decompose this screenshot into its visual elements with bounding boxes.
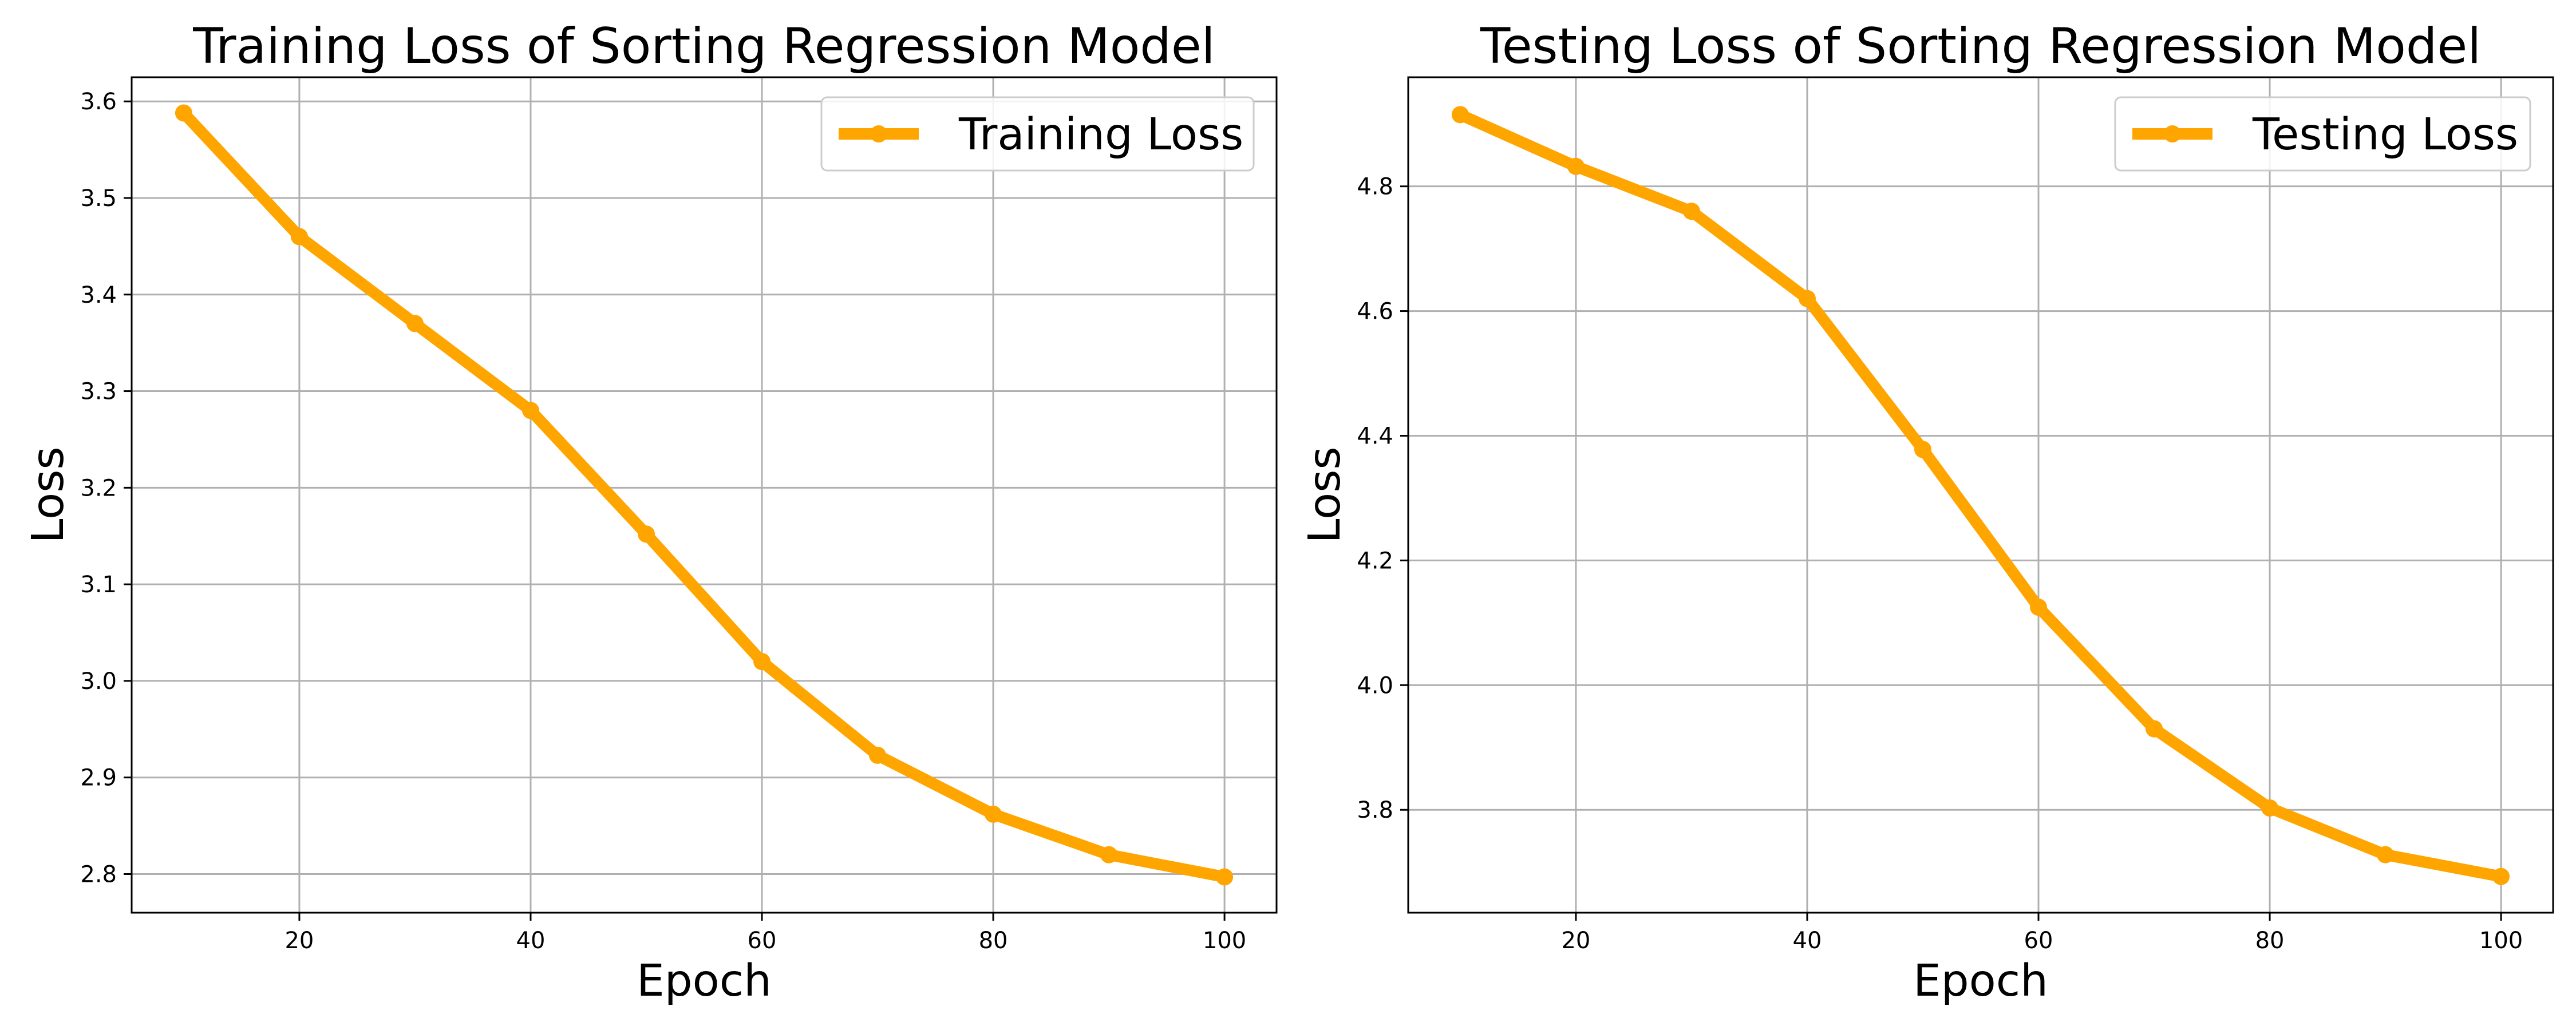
- y-tick-label: 2.9: [80, 765, 117, 791]
- data-point: [753, 653, 771, 671]
- plot-frame: [1407, 76, 2554, 914]
- x-axis-label: Epoch: [637, 956, 772, 1007]
- y-tick-label: 2.8: [80, 861, 117, 888]
- y-tick-label: 3.5: [80, 185, 117, 212]
- legend-box: [820, 96, 1255, 172]
- data-point: [1567, 157, 1585, 175]
- y-tick-label: 3.0: [80, 668, 117, 695]
- data-point: [985, 805, 1002, 823]
- data-point: [1798, 290, 1816, 307]
- x-tick-label: 40: [516, 928, 546, 954]
- legend-label: Testing Loss: [2252, 109, 2518, 160]
- y-tick-label: 3.2: [80, 475, 117, 501]
- legend-label: Training Loss: [958, 109, 1243, 160]
- x-tick-label: 60: [748, 928, 777, 954]
- series-line: [177, 107, 1231, 883]
- data-point: [1100, 846, 1118, 863]
- data-point: [1216, 868, 1234, 886]
- y-tick-label: 4.6: [1357, 299, 1393, 325]
- data-point: [2146, 720, 2163, 738]
- data-point: [2261, 799, 2279, 817]
- x-tick-label: 60: [2024, 928, 2053, 954]
- x-tick-label: 20: [285, 928, 314, 954]
- chart-panel-1: 20 40 60 80 100 2.8 2.9 3.0 3.1 3.2 3.3 3.4 3.5 3.6 Tr…: [23, 18, 1278, 1007]
- y-tick-label: 4.8: [1357, 174, 1393, 200]
- data-point: [175, 104, 192, 122]
- y-tick-label: 3.6: [80, 89, 117, 115]
- data-point: [2377, 846, 2395, 863]
- chart-panel-2: 20 40 60 80 100 3.8 4.0 4.2 4.4 4.6 4.8 Testing Los…: [1299, 18, 2554, 1007]
- y-tick-label: 4.0: [1357, 672, 1393, 699]
- data-point: [406, 315, 424, 332]
- y-tick-label: 3.8: [1357, 797, 1393, 823]
- x-tick-label: 100: [2479, 928, 2523, 954]
- data-point: [1914, 441, 1931, 458]
- data-point: [1451, 106, 1469, 124]
- x-tick-label: 100: [1203, 928, 1246, 954]
- y-tick-label: 4.4: [1357, 423, 1393, 449]
- data-point: [1682, 203, 1700, 220]
- data-point: [290, 228, 308, 245]
- series-line: [1454, 109, 2507, 882]
- x-tick-label: 80: [2255, 928, 2285, 954]
- legend: Testing Loss: [2114, 96, 2531, 172]
- y-tick-label: 3.1: [80, 572, 117, 598]
- data-point: [2492, 867, 2510, 885]
- x-tick-label: 40: [1793, 928, 1822, 954]
- x-tick-label: 20: [1561, 928, 1590, 954]
- data-point: [521, 402, 539, 419]
- legend-marker: [2164, 125, 2181, 142]
- data-point: [637, 525, 655, 543]
- x-tick-label: 80: [979, 928, 1008, 954]
- y-axis-label: Loss: [23, 447, 74, 544]
- y-tick-label: 3.4: [80, 282, 117, 308]
- legend: Training Loss: [820, 96, 1255, 172]
- chart-title: Training Loss of Sorting Regression Mode…: [192, 18, 1215, 75]
- plot-frame: [131, 76, 1278, 914]
- chart-title: Testing Loss of Sorting Regression Model: [1480, 18, 2481, 75]
- y-tick-label: 3.3: [80, 379, 117, 405]
- legend-box: [2114, 96, 2531, 172]
- x-axis-label: Epoch: [1913, 956, 2048, 1007]
- data-point: [869, 746, 887, 764]
- y-tick-label: 4.2: [1357, 548, 1393, 574]
- y-axis-label: Loss: [1299, 447, 1350, 544]
- legend-marker: [870, 125, 887, 142]
- data-point: [2030, 599, 2048, 616]
